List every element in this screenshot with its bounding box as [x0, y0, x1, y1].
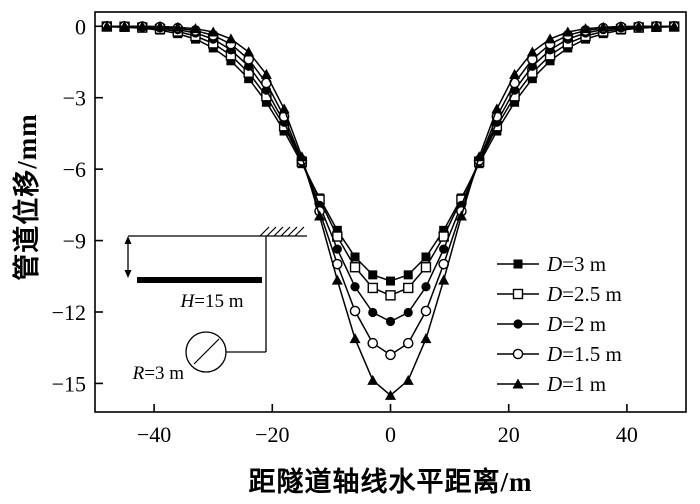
inset-diagram: H=15 m R=3 m — [124, 226, 307, 384]
y-tick-label: −12 — [52, 300, 86, 325]
inset-radius-label: R=3 m — [132, 363, 185, 384]
y-tick-label: −15 — [52, 371, 86, 396]
x-axis-title: 距隧道轴线水平距离/m — [248, 467, 533, 497]
x-tick-label: 20 — [498, 422, 520, 447]
legend-marker-square-filled — [513, 259, 523, 269]
legend-marker-square-open — [512, 288, 524, 300]
tunnel-radius-line — [193, 338, 220, 365]
x-tick-label: −40 — [137, 422, 171, 447]
tunnel-circle — [185, 331, 227, 373]
series-d-1-m — [101, 20, 680, 400]
y-tick-label: −6 — [63, 157, 86, 182]
y-axis-title: 管道位移/mm — [12, 113, 42, 281]
series-d-3-m — [102, 22, 679, 286]
legend-marker-circle-open — [512, 348, 524, 360]
pipeline-bar — [137, 277, 262, 283]
legend-marker-triangle-filled — [512, 378, 524, 389]
legend: D=3 m D=2.5 m D=2 m D=1.5 m D=1 m — [497, 252, 622, 396]
series-line-d-1-m — [106, 25, 675, 397]
legend-item: D=1 m — [497, 372, 606, 396]
legend-label: D=2 m — [546, 312, 606, 336]
x-axis-ticks: −40 −20 0 20 40 — [137, 404, 638, 447]
series-markers-d-3-m — [102, 22, 679, 286]
series-markers-d-1-m — [101, 20, 680, 400]
y-axis-ticks: 0 −3 −6 −9 −12 −15 — [52, 14, 103, 396]
legend-item: D=2 m — [497, 312, 606, 336]
legend-item: D=2.5 m — [497, 282, 622, 306]
inset-depth-label: H=15 m — [180, 291, 244, 312]
dimension-arrow-down — [124, 270, 132, 278]
x-tick-label: −20 — [255, 422, 289, 447]
legend-item: D=1.5 m — [497, 342, 622, 366]
legend-marker-circle-filled — [513, 319, 523, 329]
y-tick-label: 0 — [75, 14, 86, 39]
legend-label: D=1 m — [546, 372, 606, 396]
legend-item: D=3 m — [497, 252, 606, 276]
legend-label: D=3 m — [546, 252, 606, 276]
legend-label: D=2.5 m — [546, 282, 622, 306]
x-tick-label: 0 — [385, 422, 396, 447]
x-tick-label: 40 — [616, 422, 638, 447]
dimension-arrow-up — [124, 236, 132, 244]
y-tick-label: −3 — [63, 86, 86, 111]
series-line-d-3-m — [106, 26, 675, 282]
legend-label: D=1.5 m — [546, 342, 622, 366]
y-tick-label: −9 — [63, 229, 86, 254]
ground-hatch — [259, 226, 305, 237]
